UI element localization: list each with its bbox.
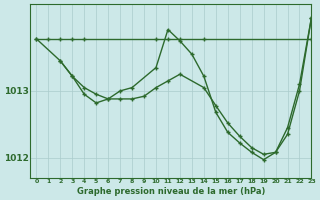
X-axis label: Graphe pression niveau de la mer (hPa): Graphe pression niveau de la mer (hPa) — [77, 187, 265, 196]
